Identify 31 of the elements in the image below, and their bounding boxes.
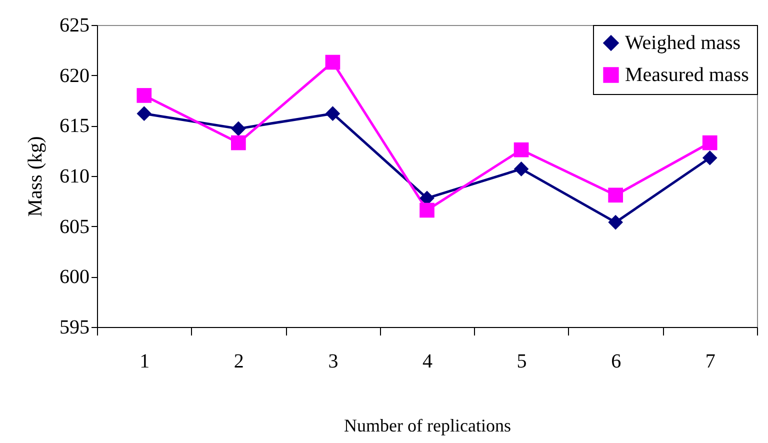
point bbox=[136, 106, 152, 122]
x-axis-title: Number of replications bbox=[344, 416, 511, 436]
point bbox=[702, 150, 718, 166]
point bbox=[514, 162, 529, 176]
y-tick-label: 600 bbox=[60, 266, 90, 288]
x-tick-label: 3 bbox=[328, 350, 338, 372]
point bbox=[325, 54, 340, 70]
x-tick-label: 1 bbox=[140, 350, 150, 372]
x-tick-label: 4 bbox=[422, 350, 432, 372]
legend-label: Weighed mass bbox=[625, 32, 741, 54]
point bbox=[702, 135, 718, 150]
y-tick-label: 610 bbox=[60, 166, 90, 188]
point bbox=[514, 142, 529, 158]
x-tick-label: 7 bbox=[705, 350, 716, 372]
point bbox=[608, 188, 623, 203]
x-tick-label: 6 bbox=[611, 350, 622, 372]
point bbox=[231, 135, 246, 150]
point bbox=[420, 202, 434, 218]
legend-label: Measured mass bbox=[625, 64, 750, 86]
y-tick-label: 595 bbox=[60, 316, 90, 338]
x-tick-label: 2 bbox=[234, 350, 244, 372]
y-tick-label: 605 bbox=[60, 216, 90, 238]
y-tick-label: 625 bbox=[60, 14, 90, 36]
point bbox=[136, 88, 152, 103]
y-axis-title: Mass (kg) bbox=[24, 136, 46, 217]
point bbox=[608, 214, 623, 230]
y-tick-label: 620 bbox=[60, 64, 90, 87]
y-tick-label: 615 bbox=[60, 115, 90, 138]
point bbox=[231, 121, 246, 136]
point bbox=[325, 106, 340, 122]
x-tick-label: 5 bbox=[516, 350, 527, 372]
